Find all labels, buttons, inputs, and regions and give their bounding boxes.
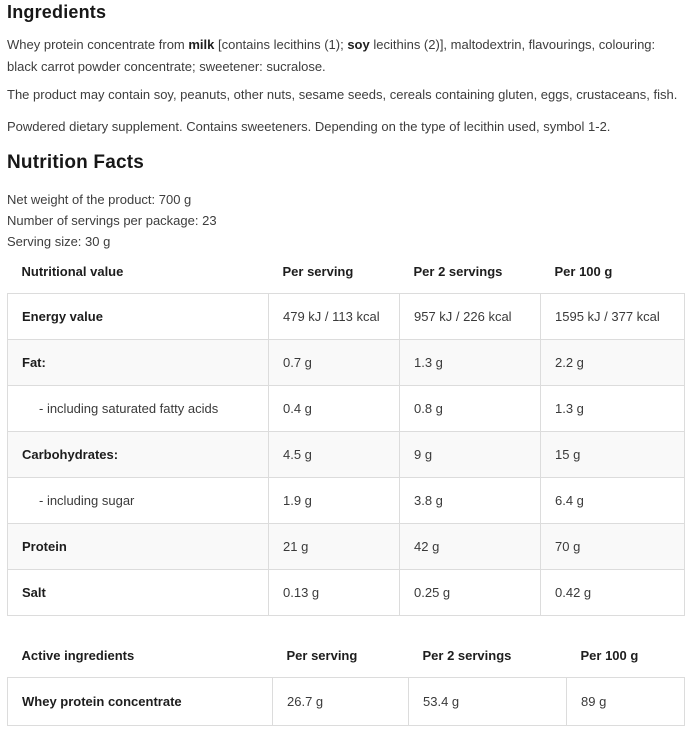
row-label: Fat: (7, 339, 269, 386)
row-value: 0.4 g (268, 385, 400, 432)
row-value: 479 kJ / 113 kcal (268, 293, 400, 340)
row-value: 0.8 g (399, 385, 541, 432)
row-label: - including saturated fatty acids (7, 385, 269, 432)
row-label: - including sugar (7, 477, 269, 524)
column-header: Per 2 servings (422, 648, 512, 663)
allergen-note: The product may contain soy, peanuts, ot… (7, 87, 678, 102)
row-value: 2.2 g (540, 339, 685, 386)
column-header: Per 2 servings (413, 264, 503, 279)
table-row: Protein 21 g 42 g 70 g (7, 523, 685, 570)
column-header: Per serving (282, 264, 354, 279)
table-row: Energy value 479 kJ / 113 kcal 957 kJ / 22… (7, 293, 685, 340)
row-value: 1.3 g (399, 339, 541, 386)
row-value: 6.4 g (540, 477, 685, 524)
row-value: 0.42 g (540, 569, 685, 616)
active-ingredients-table: Active ingredients Per serving Per 2 servi… (7, 636, 685, 726)
row-value: 15 g (540, 431, 685, 478)
row-label: Energy value (7, 293, 269, 340)
highlighted-ingredient: milk (188, 37, 215, 52)
row-label: Whey protein concentrate (7, 677, 273, 726)
row-value: 26.7 g (272, 677, 409, 726)
row-value: 957 kJ / 226 kcal (399, 293, 541, 340)
table-row: Whey protein concentrate 26.7 g 53.4 g 89 g (7, 677, 685, 726)
row-value: 53.4 g (408, 677, 567, 726)
column-header: Per 100 g (554, 264, 613, 279)
ingredients-description: Whey protein concentrate from milk [cont… (7, 37, 656, 74)
column-header: Nutritional value (21, 264, 124, 279)
supplement-note: Powdered dietary supplement. Contains sw… (7, 119, 611, 134)
row-value: 4.5 g (268, 431, 400, 478)
serving-size: Serving size: 30 g (7, 234, 111, 249)
row-label: Salt (7, 569, 269, 616)
row-value: 21 g (268, 523, 400, 570)
table-row: Fat: 0.7 g 1.3 g 2.2 g (7, 339, 685, 386)
ingredients-heading: Ingredients (7, 2, 107, 22)
table-header-row: Active ingredients Per serving Per 2 servi… (8, 636, 685, 678)
row-value: 70 g (540, 523, 685, 570)
servings-per-package: Number of servings per package: 23 (7, 213, 217, 228)
row-value: 89 g (566, 677, 685, 726)
column-header: Per 100 g (580, 648, 639, 663)
table-row: Salt 0.13 g 0.25 g 0.42 g (7, 569, 685, 616)
row-value: 3.8 g (399, 477, 541, 524)
row-value: 0.13 g (268, 569, 400, 616)
net-weight: Net weight of the product: 700 g (7, 192, 192, 207)
row-label: Protein (7, 523, 269, 570)
highlighted-ingredient: soy (347, 37, 370, 52)
row-value: 1.3 g (540, 385, 685, 432)
row-value: 1595 kJ / 377 kcal (540, 293, 685, 340)
column-header: Active ingredients (21, 648, 135, 663)
table-row: - including saturated fatty acids 0.4 g 0.… (7, 385, 685, 432)
nutrition-table: Nutritional value Per serving Per 2 servin… (7, 252, 685, 616)
row-value: 0.7 g (268, 339, 400, 386)
package-meta: Net weight of the product: 700 g Number … (7, 189, 684, 252)
table-row: - including sugar 1.9 g 3.8 g 6.4 g (7, 477, 685, 524)
row-value: 42 g (399, 523, 541, 570)
row-value: 9 g (399, 431, 541, 478)
column-header: Per serving (286, 648, 358, 663)
table-header-row: Nutritional value Per serving Per 2 servin… (8, 252, 685, 294)
row-value: 0.25 g (399, 569, 541, 616)
row-label: Carbohydrates: (7, 431, 269, 478)
nutrition-facts-heading: Nutrition Facts (7, 152, 145, 173)
row-value: 1.9 g (268, 477, 400, 524)
